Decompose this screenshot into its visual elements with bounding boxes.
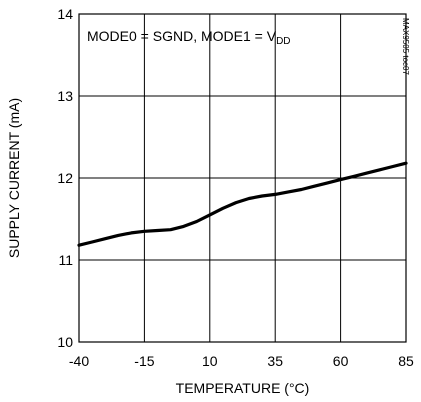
x-axis-title: TEMPERATURE (°C) bbox=[176, 380, 310, 396]
y-tick-label: 14 bbox=[57, 6, 73, 22]
y-tick-label: 13 bbox=[57, 88, 73, 104]
annotation: MODE0 = SGND, MODE1 = VDD bbox=[87, 28, 291, 47]
x-tick-label: 60 bbox=[333, 353, 349, 369]
y-tick-label: 11 bbox=[58, 252, 73, 268]
y-tick-label: 10 bbox=[57, 334, 73, 350]
plot-frame bbox=[78, 13, 407, 343]
x-tick-label: 85 bbox=[398, 353, 414, 369]
y-tick-labels: 10 11 12 13 14 bbox=[57, 6, 73, 350]
annotation-subscript: DD bbox=[276, 36, 290, 47]
x-tick-label: 35 bbox=[267, 353, 283, 369]
x-tick-label: -40 bbox=[69, 353, 89, 369]
x-tick-labels: -40 -15 10 35 60 85 bbox=[69, 353, 414, 369]
y-tick-label: 12 bbox=[57, 170, 73, 186]
x-tick-label: 10 bbox=[202, 353, 218, 369]
y-axis-title: SUPPLY CURRENT (mA) bbox=[6, 98, 22, 258]
annotation-label: MODE0 = SGND, MODE1 = VDD bbox=[87, 28, 291, 47]
x-tick-label: -15 bbox=[134, 353, 154, 369]
series-line bbox=[77, 161, 408, 247]
figure-code: MAX9505 toc07 bbox=[401, 18, 410, 75]
grid-layer bbox=[79, 14, 406, 342]
